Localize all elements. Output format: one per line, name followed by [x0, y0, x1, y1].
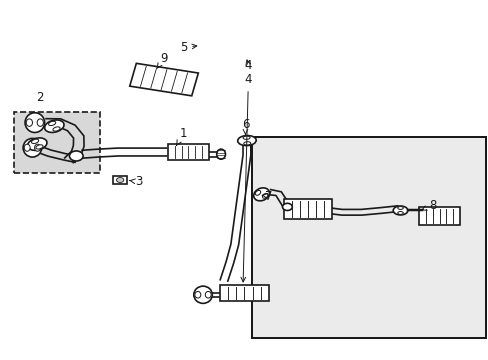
Bar [113, 176, 127, 184]
Ellipse shape [31, 139, 39, 144]
Ellipse shape [282, 203, 292, 211]
Ellipse shape [262, 193, 267, 198]
Ellipse shape [69, 151, 83, 161]
Ellipse shape [243, 142, 250, 145]
Ellipse shape [255, 190, 260, 195]
Ellipse shape [24, 144, 30, 151]
Ellipse shape [53, 127, 60, 131]
Ellipse shape [23, 138, 41, 157]
Ellipse shape [397, 207, 403, 210]
Ellipse shape [48, 121, 56, 126]
Ellipse shape [193, 286, 212, 303]
Text: 6: 6 [241, 118, 249, 134]
Ellipse shape [205, 292, 211, 298]
Polygon shape [418, 207, 459, 225]
Ellipse shape [116, 177, 123, 183]
Ellipse shape [253, 188, 269, 201]
Ellipse shape [27, 138, 47, 150]
Bar [251, 137, 485, 338]
Ellipse shape [243, 136, 249, 139]
Ellipse shape [195, 292, 201, 298]
Text: 2: 2 [36, 91, 43, 104]
Bar [14, 112, 100, 173]
Text: 9: 9 [157, 51, 167, 68]
Polygon shape [283, 199, 331, 219]
Text: 8: 8 [421, 199, 435, 212]
Ellipse shape [237, 135, 256, 145]
Text: 1: 1 [176, 127, 187, 145]
Ellipse shape [25, 113, 44, 132]
Ellipse shape [36, 145, 43, 149]
Text: 4: 4 [241, 73, 252, 282]
Text: 4: 4 [244, 59, 252, 72]
Ellipse shape [397, 212, 403, 215]
Polygon shape [167, 144, 209, 159]
Ellipse shape [392, 206, 407, 215]
Ellipse shape [44, 120, 64, 132]
Ellipse shape [26, 119, 32, 126]
Text: 3: 3 [129, 175, 142, 188]
Text: 5: 5 [180, 41, 196, 54]
Ellipse shape [216, 149, 225, 159]
Polygon shape [129, 63, 198, 96]
Ellipse shape [37, 119, 43, 126]
Text: 7: 7 [262, 190, 272, 203]
Polygon shape [220, 285, 268, 301]
Ellipse shape [35, 144, 41, 151]
